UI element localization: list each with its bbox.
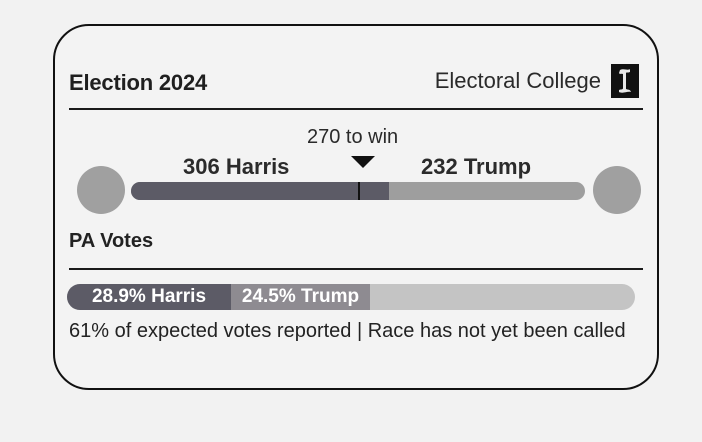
- trump-avatar: [593, 166, 641, 214]
- pa-harris-segment: 28.9% Harris: [67, 284, 231, 310]
- card-header: Election 2024 Electoral College: [69, 64, 643, 108]
- electoral-progress-bar: [131, 182, 585, 200]
- pa-divider: [69, 268, 643, 270]
- win-threshold-marker: [358, 182, 360, 200]
- harris-electoral-fill: [131, 182, 389, 200]
- newspaper-logo-icon: [611, 64, 639, 98]
- pa-section-title: PA Votes: [69, 230, 154, 252]
- card-title: Election 2024: [69, 70, 208, 95]
- card-subtitle: Electoral College: [434, 68, 601, 93]
- logo-glyph-icon: [619, 69, 631, 93]
- win-threshold-label: 270 to win: [307, 126, 399, 148]
- election-card: Election 2024 Electoral College 270 to w…: [53, 24, 659, 390]
- trump-electoral-label: 232 Trump: [421, 154, 532, 179]
- harris-avatar: [77, 166, 125, 214]
- pa-vote-bar: 28.9% Harris 24.5% Trump: [67, 284, 635, 310]
- header-divider: [69, 108, 643, 110]
- pa-reporting-status: 61% of expected votes reported | Race ha…: [69, 320, 626, 342]
- win-threshold-arrow-icon: [351, 156, 375, 168]
- pa-trump-segment: 24.5% Trump: [231, 284, 370, 310]
- harris-electoral-label: 306 Harris: [183, 154, 290, 179]
